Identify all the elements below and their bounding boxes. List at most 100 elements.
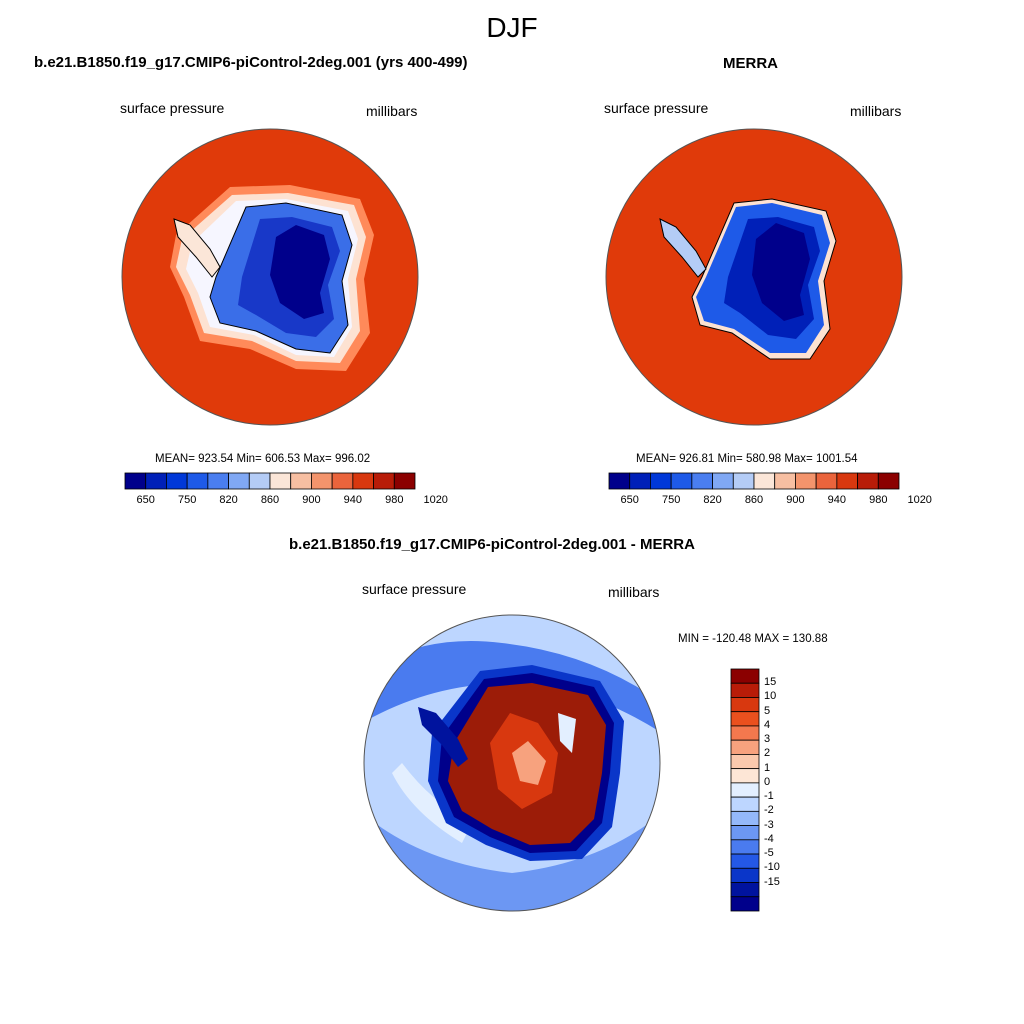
panel-2-colorbar-box bbox=[774, 472, 796, 490]
panel-3-colorbar-box bbox=[730, 853, 760, 869]
panel-3-units-label: millibars bbox=[608, 584, 660, 600]
panel-2-colorbar bbox=[608, 472, 900, 490]
panel-3-colorbar-box bbox=[730, 810, 760, 826]
panel-2-colorbar-tick-label: 940 bbox=[827, 494, 847, 506]
panel-3-colorbar-tick-label: -4 bbox=[764, 832, 774, 845]
panel-2-colorbar-tick-label: 1020 bbox=[907, 494, 932, 506]
panel-1-colorbar-box bbox=[269, 472, 292, 490]
panel-1-colorbar-tick-label: 750 bbox=[177, 494, 197, 506]
panel-3-colorbar-box bbox=[730, 867, 760, 883]
panel-3-ocean-band-1 bbox=[364, 641, 660, 733]
panel-3-colorbar-box bbox=[730, 839, 760, 855]
panel-3-colorbar-box bbox=[730, 896, 760, 912]
panel-1-colorbar-box bbox=[248, 472, 271, 490]
panel-2-colorbar-tick-label: 900 bbox=[786, 494, 805, 506]
panel-3-colorbar-tick-label: -3 bbox=[764, 818, 774, 831]
panel-3-peninsula bbox=[418, 707, 468, 767]
panel-3-title: b.e21.B1850.f19_g17.CMIP6-piControl-2deg… bbox=[289, 536, 695, 553]
panel-2-colorbar-box bbox=[670, 472, 693, 490]
panel-3-colorbar-tick-label: 5 bbox=[764, 704, 771, 717]
panel-3-ice-hole bbox=[558, 713, 576, 753]
panel-3-colorbar-tick-label: -2 bbox=[764, 804, 774, 817]
panel-2-colorbar-box bbox=[732, 472, 755, 490]
panel-3-colorbar-box bbox=[730, 825, 760, 841]
panel-2-coastline bbox=[691, 198, 837, 360]
panel-3-colorbar-tick-label: -15 bbox=[764, 875, 780, 888]
panel-2-colorbar-box bbox=[795, 472, 817, 490]
panel-2-colorbar-box bbox=[712, 472, 734, 490]
panel-1-colorbar-box bbox=[207, 472, 229, 490]
panel-3-ice-highlight bbox=[512, 741, 546, 785]
panel-2-colorbar-box bbox=[877, 472, 900, 490]
panel-1-colorbar-box bbox=[145, 472, 167, 490]
panel-1-colorbar-tick-label: 650 bbox=[136, 494, 155, 506]
panel-3-colorbar-box bbox=[730, 725, 760, 741]
panel-2-variable-label: surface pressure bbox=[604, 100, 709, 116]
panel-1-colorbar-tick-label: 860 bbox=[260, 494, 280, 506]
panel-3-colorbar-tick-label: 1 bbox=[764, 761, 771, 774]
panel-2-title: MERRA bbox=[723, 55, 778, 72]
figure-title: DJF bbox=[486, 12, 538, 43]
panel-1-colorbar-box bbox=[352, 472, 374, 490]
panel-3-colorbar-box bbox=[730, 668, 760, 684]
panel-3-colorbar bbox=[730, 668, 760, 912]
panel-2-colorbar-box bbox=[650, 472, 672, 490]
panel-1-peninsula bbox=[173, 218, 221, 278]
panel-1-colorbar-box bbox=[393, 472, 416, 490]
panel-2-colorbar-tick-label: 860 bbox=[744, 494, 764, 506]
panel-2-colorbar-box bbox=[753, 472, 776, 490]
panel-1-coastline bbox=[209, 202, 353, 354]
panel-3-colorbar-box bbox=[730, 768, 760, 784]
panel-1-colorbar-box bbox=[228, 472, 250, 490]
panel-3-stats: MIN = -120.48 MAX = 130.88 bbox=[678, 633, 828, 645]
panel-2-peninsula bbox=[659, 218, 707, 278]
panel-2-colorbar-box bbox=[629, 472, 651, 490]
panel-1-colorbar-ticks: 650 750 820 860 900 940 980 1020 bbox=[125, 494, 448, 508]
panel-2-colorbar-box bbox=[608, 472, 631, 490]
panel-2-plateau-core bbox=[752, 223, 810, 321]
panel-1-colorbar-box bbox=[290, 472, 312, 490]
panel-3-colorbar-tick-label: 3 bbox=[764, 733, 771, 746]
panel-2-units-label: millibars bbox=[850, 103, 902, 119]
panel-2-colorbar-tick-label: 750 bbox=[661, 494, 681, 506]
panel-3-colorbar-tick-label: -10 bbox=[764, 861, 780, 874]
panel-2-stats: MEAN= 926.81 Min= 580.98 Max= 1001.54 bbox=[636, 453, 858, 465]
panel-3-colorbar-box bbox=[730, 782, 760, 798]
panel-3-colorbar-box bbox=[730, 682, 760, 698]
panel-1-colorbar-tick-label: 900 bbox=[302, 494, 321, 506]
panel-2-map-border bbox=[605, 128, 903, 426]
panel-1-colorbar-tick-label: 820 bbox=[219, 494, 238, 506]
panel-1-map bbox=[121, 128, 419, 426]
panel-1-colorbar-box bbox=[311, 472, 333, 490]
panel-2-colorbar-box bbox=[836, 472, 858, 490]
panel-3-colorbar-tick-label: 0 bbox=[764, 775, 771, 788]
panel-1-variable-label: surface pressure bbox=[120, 100, 225, 116]
panel-1-title: b.e21.B1850.f19_g17.CMIP6-piControl-2deg… bbox=[34, 54, 468, 71]
panel-1-map-border bbox=[121, 128, 419, 426]
panel-1-colorbar-box bbox=[331, 472, 354, 490]
panel-1-colorbar-tick-label: 940 bbox=[343, 494, 363, 506]
panel-1-colorbar-tick-label: 1020 bbox=[423, 494, 448, 506]
panel-3-colorbar-tick-label: 15 bbox=[764, 676, 777, 689]
panel-3-colorbar-box bbox=[730, 739, 760, 755]
panel-1-units-label: millibars bbox=[366, 103, 418, 119]
panel-3-map-border bbox=[363, 614, 661, 912]
panel-3-colorbar-box bbox=[730, 796, 760, 812]
panel-2-colorbar-tick-label: 980 bbox=[869, 494, 888, 506]
panel-1-colorbar-box bbox=[373, 472, 395, 490]
panel-2-colorbar-tick-label: 650 bbox=[620, 494, 639, 506]
panel-2-colorbar-ticks: 650 750 820 860 900 940 980 1020 bbox=[609, 494, 932, 508]
panel-3-ocean-band-2 bbox=[364, 813, 660, 911]
panel-1-stats: MEAN= 923.54 Min= 606.53 Max= 996.02 bbox=[155, 453, 371, 465]
panel-3-colorbar-ticks: 15 10 5 4 3 2 1 0 -1 -2 -3 -4 -5 -10 -15 bbox=[764, 669, 794, 911]
panel-1-plateau-core bbox=[270, 225, 330, 319]
panel-3-colorbar-box bbox=[730, 754, 760, 770]
panel-3-colorbar-tick-label: 10 bbox=[764, 690, 777, 703]
panel-2-colorbar-box bbox=[857, 472, 879, 490]
panel-3-colorbar-box bbox=[730, 882, 760, 898]
panel-3-colorbar-tick-label: -5 bbox=[764, 847, 774, 860]
panel-3-variable-label: surface pressure bbox=[362, 581, 467, 597]
panel-1-colorbar-box bbox=[166, 472, 188, 490]
panel-2-colorbar-box bbox=[691, 472, 713, 490]
panel-3-colorbar-tick-label: 4 bbox=[764, 718, 771, 731]
